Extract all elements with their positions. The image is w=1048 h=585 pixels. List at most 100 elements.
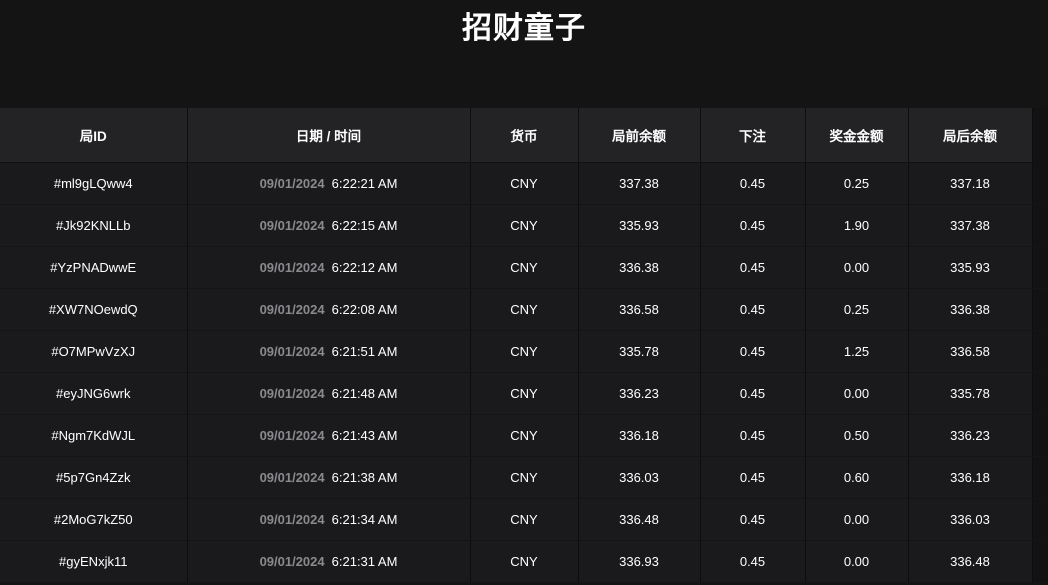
cell-round-id: #Ngm7KdWJL (0, 414, 188, 457)
cell-balance-after: 336.23 (908, 414, 1033, 457)
table-row[interactable]: #YzPNADwwE 09/01/2024 6:22:12 AM CNY 336.38 0… (0, 246, 1048, 289)
table-row[interactable]: #ml9gLQww4 09/01/2024 6:22:21 AM CNY 337.38 0… (0, 162, 1048, 205)
table-row[interactable]: #eyJNG6wrk 09/01/2024 6:21:48 AM CNY 336.23 0… (0, 372, 1048, 415)
cell-bet: 0.45 (700, 246, 806, 289)
cell-win: 0.00 (805, 372, 909, 415)
column-header-datetime[interactable]: 日期 / 时间 (187, 108, 471, 163)
cell-win: 0.25 (805, 162, 909, 205)
column-header-spacer (1032, 108, 1048, 163)
cell-balance-after: 336.18 (908, 456, 1033, 499)
cell-date: 09/01/2024 (259, 469, 325, 485)
column-header-win[interactable]: 奖金金额 (805, 108, 909, 163)
cell-spacer (1032, 162, 1048, 205)
cell-date: 09/01/2024 (259, 301, 325, 317)
cell-spacer (1032, 204, 1048, 247)
cell-datetime: 09/01/2024 6:21:51 AM (187, 330, 471, 373)
cell-date: 09/01/2024 (259, 553, 325, 569)
cell-datetime: 09/01/2024 6:21:31 AM (187, 540, 471, 583)
cell-date: 09/01/2024 (259, 511, 325, 527)
cell-win: 0.00 (805, 246, 909, 289)
cell-bet: 0.45 (700, 162, 806, 205)
cell-bet: 0.45 (700, 330, 806, 373)
cell-win: 0.50 (805, 414, 909, 457)
cell-balance-after: 337.18 (908, 162, 1033, 205)
cell-currency: CNY (470, 540, 579, 583)
column-header-currency[interactable]: 货币 (470, 108, 579, 163)
column-header-balance-after[interactable]: 局后余额 (908, 108, 1033, 163)
cell-datetime: 09/01/2024 6:21:48 AM (187, 372, 471, 415)
cell-currency: CNY (470, 246, 579, 289)
cell-spacer (1032, 372, 1048, 415)
cell-date: 09/01/2024 (259, 259, 325, 275)
cell-currency: CNY (470, 204, 579, 247)
cell-datetime: 09/01/2024 6:22:15 AM (187, 204, 471, 247)
cell-balance-after: 336.03 (908, 498, 1033, 541)
table-row[interactable]: #Jk92KNLLb 09/01/2024 6:22:15 AM CNY 335.93 0… (0, 204, 1048, 247)
cell-spacer (1032, 246, 1048, 289)
cell-win: 0.25 (805, 288, 909, 331)
cell-bet: 0.45 (700, 372, 806, 415)
cell-time: 6:22:15 AM (331, 217, 398, 233)
cell-round-id: #O7MPwVzXJ (0, 330, 188, 373)
cell-win: 0.60 (805, 456, 909, 499)
cell-balance-after: 335.78 (908, 372, 1033, 415)
cell-balance-before: 336.58 (578, 288, 701, 331)
cell-time: 6:21:38 AM (331, 469, 398, 485)
cell-time: 6:21:51 AM (331, 343, 398, 359)
cell-datetime: 09/01/2024 6:21:43 AM (187, 414, 471, 457)
cell-balance-after: 335.93 (908, 246, 1033, 289)
cell-spacer (1032, 288, 1048, 331)
cell-datetime: 09/01/2024 6:22:08 AM (187, 288, 471, 331)
cell-balance-before: 337.38 (578, 162, 701, 205)
cell-round-id: #XW7NOewdQ (0, 288, 188, 331)
cell-bet: 0.45 (700, 288, 806, 331)
cell-balance-after: 337.38 (908, 204, 1033, 247)
cell-currency: CNY (470, 162, 579, 205)
cell-balance-after: 336.58 (908, 330, 1033, 373)
cell-datetime: 09/01/2024 6:21:34 AM (187, 498, 471, 541)
cell-round-id: #gyENxjk11 (0, 540, 188, 583)
cell-balance-before: 335.93 (578, 204, 701, 247)
cell-currency: CNY (470, 288, 579, 331)
cell-spacer (1032, 330, 1048, 373)
table-body: #ml9gLQww4 09/01/2024 6:22:21 AM CNY 337.38 0… (0, 162, 1048, 583)
cell-round-id: #ml9gLQww4 (0, 162, 188, 205)
cell-currency: CNY (470, 330, 579, 373)
column-header-balance-before[interactable]: 局前余额 (578, 108, 701, 163)
table-row[interactable]: #XW7NOewdQ 09/01/2024 6:22:08 AM CNY 336.58 0… (0, 288, 1048, 331)
cell-balance-before: 336.18 (578, 414, 701, 457)
column-header-round-id[interactable]: 局ID (0, 108, 188, 163)
cell-win: 1.90 (805, 204, 909, 247)
cell-spacer (1032, 456, 1048, 499)
cell-date: 09/01/2024 (259, 385, 325, 401)
title-bar: 招财童子 (0, 0, 1048, 108)
cell-balance-before: 336.23 (578, 372, 701, 415)
cell-round-id: #5p7Gn4Zzk (0, 456, 188, 499)
table-row[interactable]: #Ngm7KdWJL 09/01/2024 6:21:43 AM CNY 336.18 0… (0, 414, 1048, 457)
column-header-bet[interactable]: 下注 (700, 108, 806, 163)
table-row[interactable]: #2MoG7kZ50 09/01/2024 6:21:34 AM CNY 336.48 0… (0, 498, 1048, 541)
cell-date: 09/01/2024 (259, 217, 325, 233)
cell-datetime: 09/01/2024 6:22:12 AM (187, 246, 471, 289)
game-history-table: 局ID 日期 / 时间 货币 局前余额 下注 奖金金额 局后余额 #ml9gLQ… (0, 108, 1048, 583)
cell-win: 1.25 (805, 330, 909, 373)
cell-datetime: 09/01/2024 6:22:21 AM (187, 162, 471, 205)
table-row[interactable]: #gyENxjk11 09/01/2024 6:21:31 AM CNY 336.93 0… (0, 540, 1048, 583)
cell-spacer (1032, 540, 1048, 583)
cell-balance-after: 336.38 (908, 288, 1033, 331)
cell-bet: 0.45 (700, 540, 806, 583)
cell-time: 6:21:48 AM (331, 385, 398, 401)
cell-date: 09/01/2024 (259, 343, 325, 359)
cell-date: 09/01/2024 (259, 427, 325, 443)
table-row[interactable]: #O7MPwVzXJ 09/01/2024 6:21:51 AM CNY 335.78 0… (0, 330, 1048, 373)
cell-bet: 0.45 (700, 498, 806, 541)
cell-time: 6:21:34 AM (331, 511, 398, 527)
table-row[interactable]: #5p7Gn4Zzk 09/01/2024 6:21:38 AM CNY 336.03 0… (0, 456, 1048, 499)
cell-time: 6:22:08 AM (331, 301, 398, 317)
cell-balance-after: 336.48 (908, 540, 1033, 583)
cell-spacer (1032, 414, 1048, 457)
cell-currency: CNY (470, 372, 579, 415)
cell-currency: CNY (470, 456, 579, 499)
cell-bet: 0.45 (700, 414, 806, 457)
